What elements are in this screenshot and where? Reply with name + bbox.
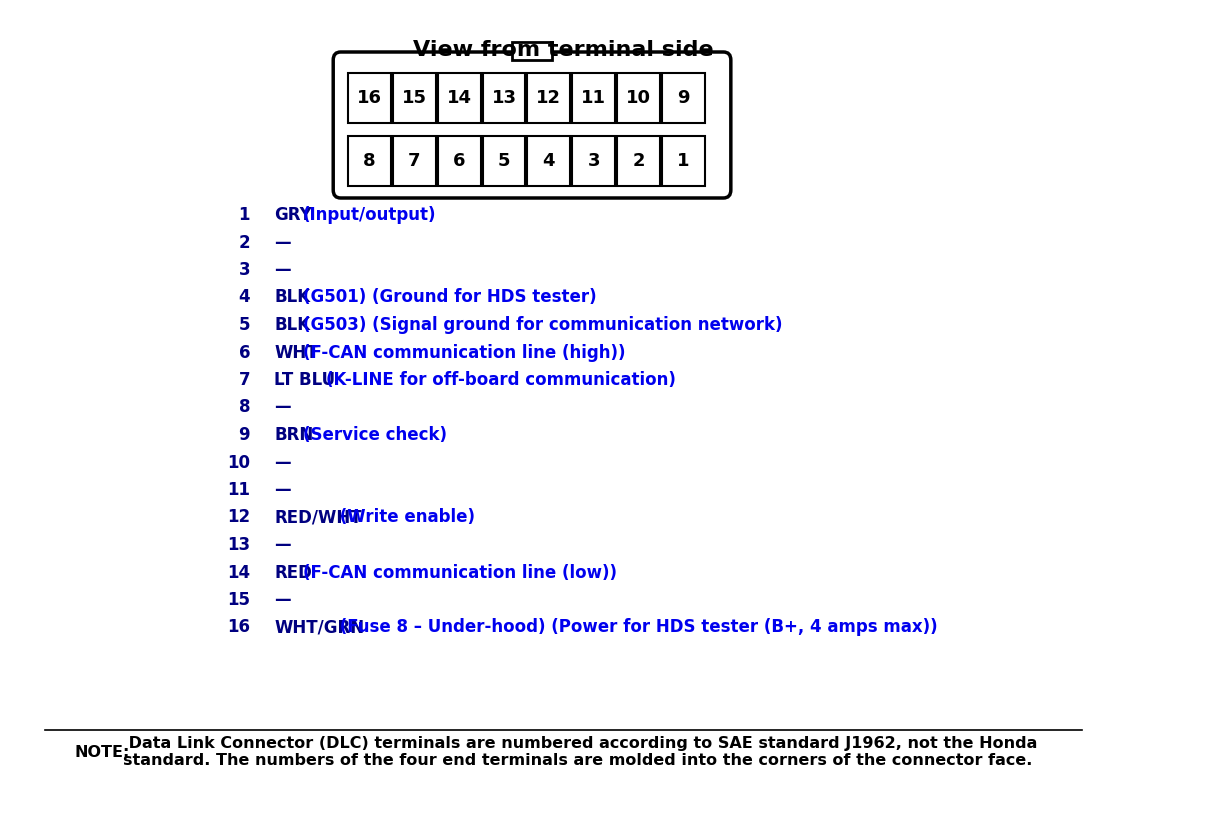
Text: —: — [274, 481, 291, 499]
Bar [662, 136, 704, 186]
Text: WHT: WHT [274, 344, 318, 362]
Text: 14: 14 [227, 564, 250, 582]
Text: —: — [274, 398, 291, 417]
Text: 6: 6 [239, 344, 250, 362]
Text: 6: 6 [453, 152, 465, 170]
Text: 2: 2 [632, 152, 645, 170]
Text: (Fuse 8 – Under-hood) (Power for HDS tester (B+, 4 amps max)): (Fuse 8 – Under-hood) (Power for HDS tes… [333, 618, 937, 637]
Text: 13: 13 [492, 89, 517, 107]
Text: —: — [274, 453, 291, 471]
Text: 15: 15 [227, 591, 250, 609]
Text: 7: 7 [238, 371, 250, 389]
Text: RED: RED [274, 564, 313, 582]
Text: 2: 2 [238, 233, 250, 251]
Text: GRY: GRY [274, 206, 312, 224]
Text: (Input/output): (Input/output) [303, 206, 436, 224]
Bar [348, 73, 391, 123]
Text: —: — [274, 233, 291, 251]
Text: RED/WHT: RED/WHT [274, 509, 362, 526]
Text: 14: 14 [447, 89, 471, 107]
Text: 12: 12 [536, 89, 562, 107]
Bar [482, 136, 525, 186]
Text: 1: 1 [239, 206, 250, 224]
Text: (G503) (Signal ground for communication network): (G503) (Signal ground for communication … [303, 316, 783, 334]
FancyBboxPatch shape [333, 52, 731, 198]
Text: LT BLU: LT BLU [274, 371, 336, 389]
Text: 1: 1 [676, 152, 690, 170]
Text: 9: 9 [676, 89, 690, 107]
Text: 7: 7 [408, 152, 420, 170]
Text: 12: 12 [227, 509, 250, 526]
Bar [437, 73, 481, 123]
Text: Data Link Connector (DLC) terminals are numbered according to SAE standard J1962: Data Link Connector (DLC) terminals are … [123, 736, 1038, 769]
Bar [617, 73, 660, 123]
Text: 10: 10 [626, 89, 651, 107]
Text: (Service check): (Service check) [303, 426, 447, 444]
Text: 4: 4 [238, 289, 250, 306]
Bar [437, 136, 481, 186]
Text: —: — [274, 591, 291, 609]
Text: BLK: BLK [274, 289, 310, 306]
Text: 3: 3 [587, 152, 600, 170]
Bar [482, 73, 525, 123]
Text: 9: 9 [238, 426, 250, 444]
Text: 8: 8 [364, 152, 376, 170]
Bar [393, 73, 436, 123]
Bar [348, 136, 391, 186]
Bar [573, 73, 615, 123]
Text: (Write enable): (Write enable) [333, 509, 475, 526]
Text: NOTE:: NOTE: [75, 745, 130, 759]
Bar [662, 73, 704, 123]
Text: 11: 11 [227, 481, 250, 499]
Text: WHT/GRN: WHT/GRN [274, 618, 365, 637]
Text: (F-CAN communication line (high)): (F-CAN communication line (high)) [303, 344, 626, 362]
Text: 5: 5 [498, 152, 510, 170]
Text: BLK: BLK [274, 316, 310, 334]
Text: 5: 5 [239, 316, 250, 334]
Bar [528, 73, 570, 123]
Text: (K-LINE for off-board communication): (K-LINE for off-board communication) [326, 371, 675, 389]
Text: —: — [274, 536, 291, 554]
Text: (F-CAN communication line (low)): (F-CAN communication line (low)) [303, 564, 617, 582]
Text: 10: 10 [227, 453, 250, 471]
Text: 11: 11 [581, 89, 606, 107]
Bar [617, 136, 660, 186]
Text: 16: 16 [358, 89, 382, 107]
Text: View from terminal side: View from terminal side [413, 40, 714, 60]
Text: 16: 16 [227, 618, 250, 637]
Text: —: — [274, 261, 291, 279]
Bar [573, 136, 615, 186]
Text: 13: 13 [227, 536, 250, 554]
Bar [393, 136, 436, 186]
Text: 3: 3 [238, 261, 250, 279]
Text: 8: 8 [239, 398, 250, 417]
Bar [528, 136, 570, 186]
Text: (G501) (Ground for HDS tester): (G501) (Ground for HDS tester) [303, 289, 597, 306]
Bar [512, 42, 552, 60]
Text: BRN: BRN [274, 426, 314, 444]
Text: 15: 15 [402, 89, 426, 107]
Text: 4: 4 [542, 152, 556, 170]
